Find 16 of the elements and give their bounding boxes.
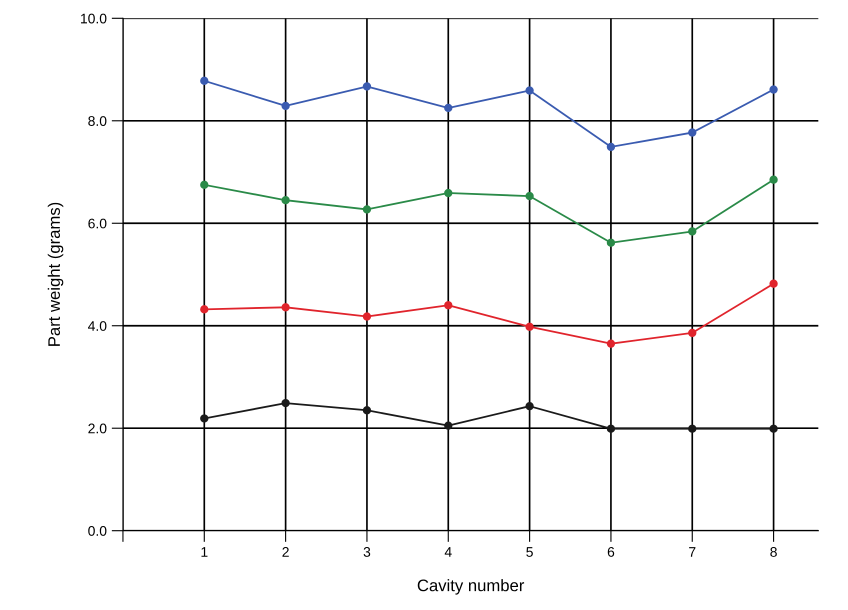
y-tick-label: 10.0 — [81, 14, 106, 24]
y-tick-label: 4.0 — [88, 321, 106, 331]
y-tick-label: 6.0 — [88, 218, 106, 228]
x-tick-label: 2 — [282, 547, 289, 557]
x-tick-label: 7 — [689, 547, 696, 557]
x-axis-title: Cavity number — [418, 579, 524, 595]
x-tick-label: 5 — [526, 547, 533, 557]
y-tick-label: 2.0 — [88, 424, 106, 434]
x-tick-label: 8 — [770, 547, 777, 557]
x-tick-label: 3 — [364, 547, 370, 557]
x-tick-label: 6 — [608, 547, 614, 557]
y-tick-label: 0.0 — [88, 526, 106, 536]
y-tick-label: 8.0 — [88, 116, 106, 126]
x-tick-label: 4 — [444, 547, 452, 557]
x-tick-label: 1 — [201, 547, 208, 557]
y-axis-title: Part weight (grams) — [48, 202, 64, 346]
